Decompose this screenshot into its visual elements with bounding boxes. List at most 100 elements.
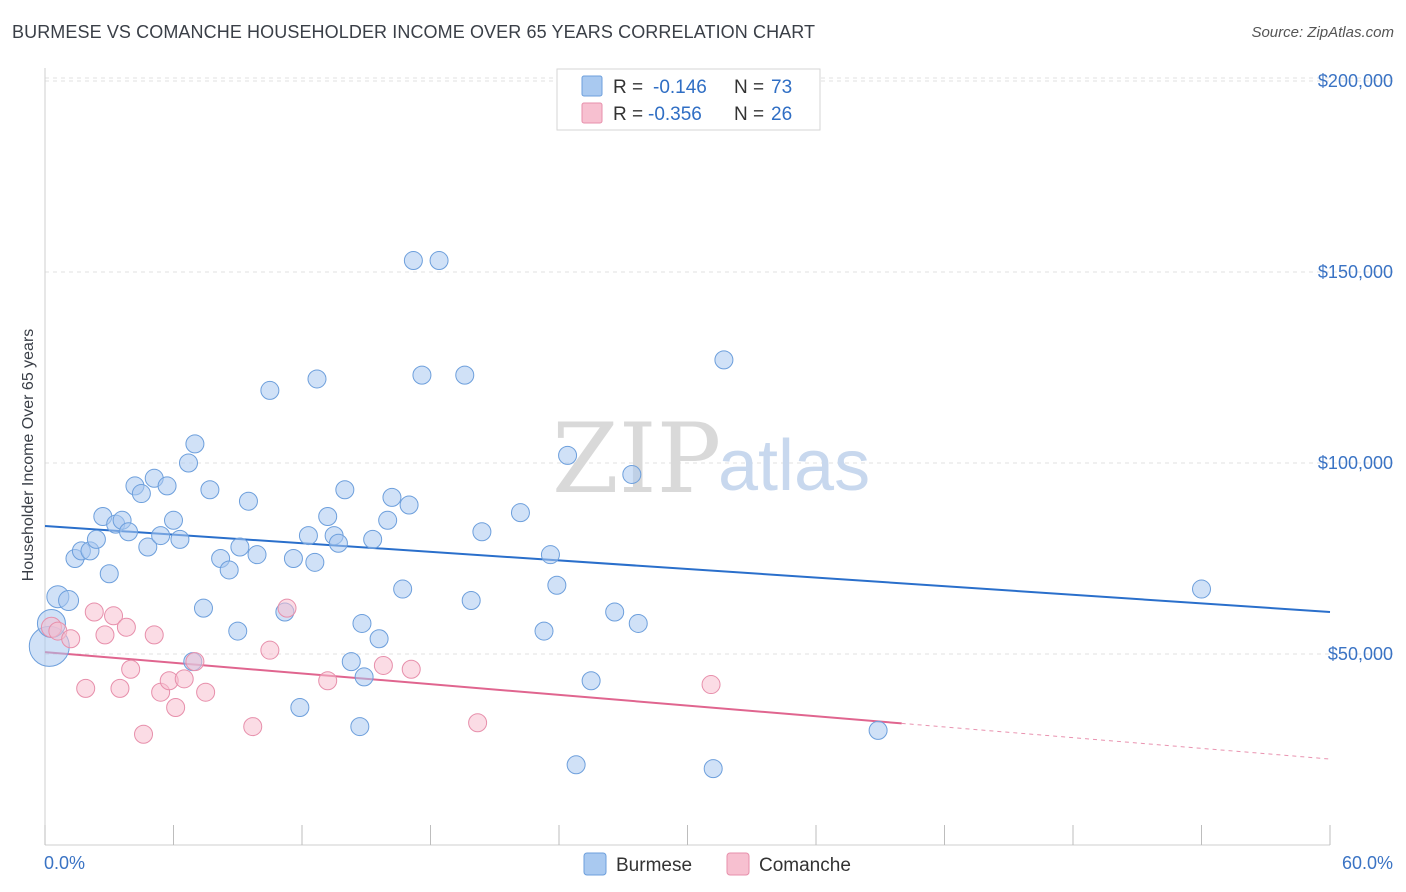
burmese-point-28 [238, 491, 258, 511]
burmese-point-32 [283, 549, 303, 568]
comanche-point-9 [121, 659, 141, 679]
burmese-point-61 [605, 602, 625, 622]
y-tick-label-0: $50,000 [1328, 644, 1393, 664]
burmese-point-47 [393, 579, 413, 599]
burmese-point-60 [581, 671, 601, 691]
burmese-point-7 [86, 529, 106, 549]
burmese-point-54 [510, 503, 530, 523]
trend-lines [44, 525, 1331, 760]
burmese-point-67 [1192, 579, 1211, 599]
burmese-trend-line [44, 525, 1331, 613]
chart-title: BURMESE VS COMANCHE HOUSEHOLDER INCOME O… [12, 22, 816, 42]
burmese-point-42 [354, 667, 374, 687]
burmese-point-20 [170, 529, 190, 549]
y-tick-label-2: $150,000 [1318, 262, 1393, 282]
comanche-point-18 [260, 640, 280, 660]
burmese-point-35 [307, 369, 327, 389]
comanche-point-22 [401, 659, 421, 679]
y-axis-label: Householder Income Over 65 years [20, 329, 37, 582]
axes [44, 68, 1331, 846]
burmese-point-45 [378, 510, 398, 530]
comanche-point-3 [76, 678, 96, 698]
legend-swatch-comanche [581, 102, 603, 124]
burmese-point-56 [540, 545, 560, 565]
burmese-point-64 [703, 759, 723, 779]
burmese-point-43 [363, 529, 383, 549]
comanche-point-25 [174, 669, 194, 689]
comanche-point-4 [84, 602, 104, 622]
series-burmese [28, 251, 1211, 779]
burmese-point-66 [868, 720, 888, 740]
burmese-point-44 [369, 629, 389, 649]
burmese-point-24 [200, 480, 220, 500]
comanche-point-16 [196, 682, 216, 702]
comanche-point-20 [318, 671, 338, 691]
comanche-point-17 [243, 717, 263, 737]
comanche-point-15 [185, 652, 205, 672]
burmese-point-65 [714, 350, 734, 370]
watermark-atlas: atlas [718, 426, 870, 506]
burmese-point-30 [260, 380, 280, 400]
watermark: ZIP atlas [552, 403, 870, 515]
burmese-point-72 [429, 251, 449, 271]
comanche-point-7 [110, 678, 130, 698]
burmese-point-9 [99, 564, 119, 584]
burmese-point-14 [131, 484, 151, 504]
burmese-point-12 [119, 522, 139, 542]
y-tick-label-1: $100,000 [1318, 453, 1393, 473]
legend-swatch-burmese [581, 75, 603, 97]
legend-r-value-1: -0.146 [653, 77, 707, 98]
burmese-point-70 [305, 552, 325, 572]
burmese-point-50 [412, 365, 432, 385]
comanche-point-6 [104, 606, 124, 626]
burmese-point-62 [622, 464, 642, 484]
burmese-point-27 [230, 537, 250, 557]
burmese-point-26 [219, 560, 239, 580]
burmese-point-69 [228, 621, 248, 641]
comanche-point-23 [468, 713, 488, 733]
burmese-point-41 [350, 717, 370, 737]
legend-n-value-2: 26 [771, 104, 792, 125]
burmese-point-40 [341, 652, 361, 672]
comanche-point-5 [95, 625, 115, 645]
comanche-point-2 [61, 629, 81, 649]
watermark-zip: ZIP [552, 403, 721, 515]
burmese-point-55 [534, 621, 554, 641]
x-tick-label-1: 60.0% [1342, 853, 1393, 873]
burmese-point-18 [157, 476, 177, 496]
burmese-point-57 [547, 575, 567, 595]
bottom-legend-swatch-burmese [583, 852, 607, 876]
legend-n-label-2: N = [734, 104, 764, 125]
burmese-point-15 [138, 537, 158, 557]
legend-r-value-2: -0.356 [648, 104, 702, 125]
burmese-point-23 [193, 598, 213, 618]
y-tick-label-3: $200,000 [1318, 71, 1393, 91]
burmese-point-51 [455, 365, 475, 385]
burmese-point-33 [290, 697, 310, 717]
legend-n-value-1: 73 [771, 77, 792, 98]
legend: R = -0.146 N = 73 R = -0.356 N = 26 [556, 68, 821, 131]
burmese-point-3 [58, 590, 80, 612]
burmese-point-53 [472, 522, 492, 542]
burmese-point-46 [382, 487, 402, 507]
comanche-point-21 [373, 655, 393, 675]
burmese-point-17 [151, 526, 171, 546]
comanche-point-19 [277, 598, 297, 618]
source-label: Source: ZipAtlas.com [1251, 24, 1394, 41]
burmese-point-38 [328, 533, 348, 553]
x-tick-labels: 0.0% 60.0% [44, 853, 1393, 873]
data-points [28, 251, 1211, 779]
burmese-point-48 [399, 495, 419, 515]
bottom-legend-label-comanche: Comanche [759, 855, 851, 876]
burmese-point-58 [558, 445, 578, 465]
legend-n-label-1: N = [734, 77, 764, 98]
comanche-trend-line-extension [901, 722, 1331, 760]
comanche-point-8 [116, 617, 136, 637]
burmese-point-63 [628, 613, 648, 633]
comanche-point-10 [134, 724, 154, 744]
burmese-point-36 [318, 506, 338, 526]
burmese-point-19 [164, 510, 183, 530]
burmese-point-49 [403, 251, 423, 271]
legend-r-label-1: R = [613, 77, 643, 98]
